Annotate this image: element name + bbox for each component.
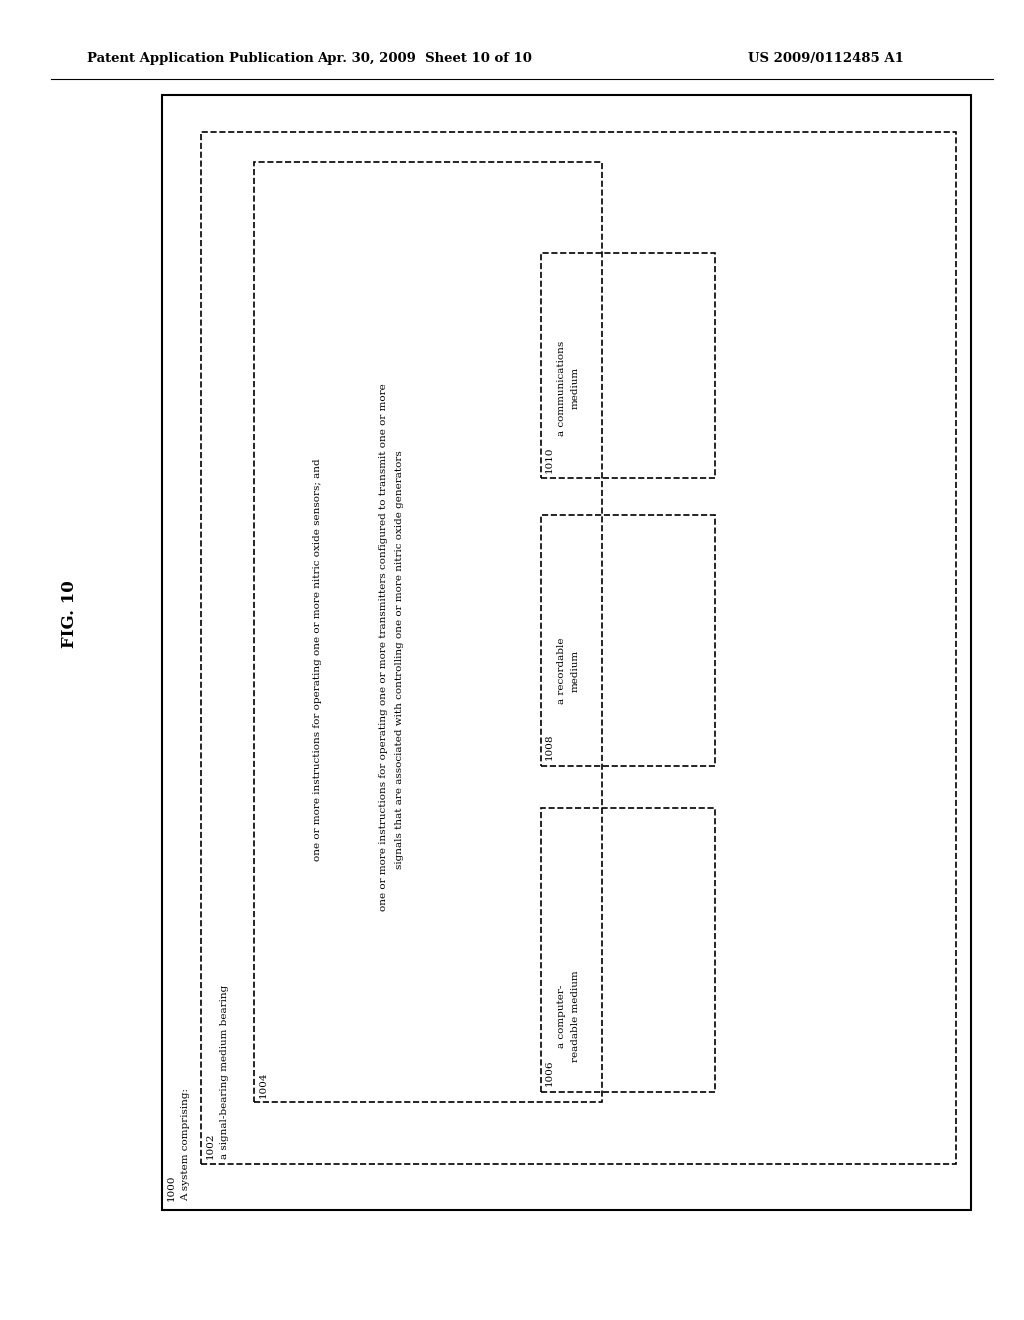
Text: 1004: 1004 <box>259 1072 268 1098</box>
Text: medium: medium <box>571 367 580 409</box>
Text: 1008: 1008 <box>545 734 554 760</box>
Text: A system comprising:: A system comprising: <box>181 1088 190 1201</box>
Bar <box>541 808 715 1092</box>
Text: signals that are associated with controlling one or more nitric oxide generators: signals that are associated with control… <box>395 450 403 870</box>
Bar <box>541 253 715 478</box>
Bar <box>541 515 715 766</box>
Text: FIG. 10: FIG. 10 <box>61 579 78 648</box>
Text: 1010: 1010 <box>545 446 554 473</box>
Bar <box>162 95 971 1210</box>
Text: US 2009/0112485 A1: US 2009/0112485 A1 <box>748 51 903 65</box>
Text: Patent Application Publication: Patent Application Publication <box>87 51 313 65</box>
Text: one or more instructions for operating one or more transmitters configured to tr: one or more instructions for operating o… <box>380 383 388 911</box>
Text: a recordable: a recordable <box>557 638 565 704</box>
Text: readable medium: readable medium <box>571 970 580 1063</box>
Bar <box>201 132 956 1164</box>
Text: Apr. 30, 2009  Sheet 10 of 10: Apr. 30, 2009 Sheet 10 of 10 <box>317 51 532 65</box>
Text: a communications: a communications <box>557 341 565 436</box>
Text: a computer-: a computer- <box>557 985 565 1048</box>
Text: 1000: 1000 <box>167 1175 176 1201</box>
Bar <box>254 162 602 1102</box>
Text: one or more instructions for operating one or more nitric oxide sensors; and: one or more instructions for operating o… <box>313 458 322 862</box>
Text: a signal-bearing medium bearing: a signal-bearing medium bearing <box>220 985 229 1159</box>
Text: medium: medium <box>571 649 580 692</box>
Text: 1006: 1006 <box>545 1060 554 1086</box>
Text: 1002: 1002 <box>206 1133 215 1159</box>
